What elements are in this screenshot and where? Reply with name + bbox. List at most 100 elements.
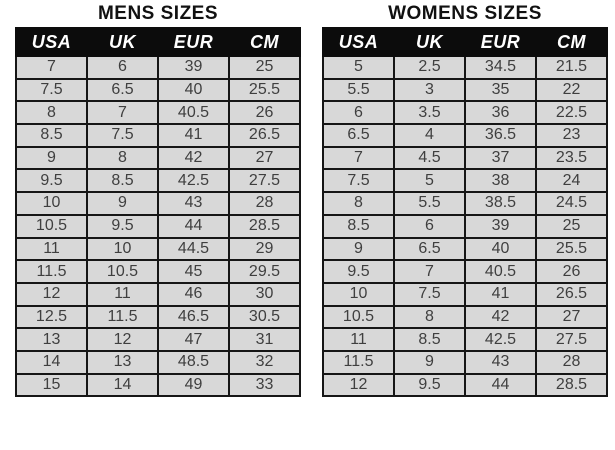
size-cell: 6 [86, 55, 159, 80]
size-cell: 4 [393, 123, 466, 148]
mens-size-table: USA UK EUR CM 7 6 39 25 7.5 6.5 40 25.5 8 7 40.5 26… [15, 27, 301, 398]
size-row: 10 9 43 28 [15, 191, 301, 216]
size-cell: 8 [86, 145, 159, 171]
size-cell: 36 [464, 100, 537, 126]
size-cell: 23 [535, 123, 608, 148]
size-cell: 26 [228, 100, 301, 126]
size-cell: 9.5 [393, 372, 466, 398]
size-cell: 30.5 [228, 304, 301, 330]
size-row: 11 10 44.5 29 [15, 236, 301, 262]
size-cell: 2.5 [393, 55, 466, 80]
size-row: 9 8 42 27 [15, 145, 301, 171]
size-cell: 29.5 [228, 259, 301, 284]
womens-table-body: 5 2.5 34.5 21.5 5.5 3 35 22 6 3.5 36 22.5 6.5 4 36.5 23… [322, 55, 608, 398]
size-cell: 25 [535, 213, 608, 239]
size-cell: 10 [322, 281, 395, 307]
size-row: 8 7 40.5 26 [15, 100, 301, 126]
column-header-uk: UK [86, 27, 159, 57]
size-cell: 7.5 [86, 123, 159, 148]
size-cell: 13 [15, 327, 88, 352]
size-cell: 5.5 [393, 191, 466, 216]
size-cell: 6.5 [393, 236, 466, 262]
mens-table-body: 7 6 39 25 7.5 6.5 40 25.5 8 7 40.5 26 8.5 7.5 41 26.5 9 8… [15, 55, 301, 398]
size-cell: 46 [157, 281, 230, 307]
size-cell: 43 [157, 191, 230, 216]
size-row: 7.5 6.5 40 25.5 [15, 77, 301, 103]
size-row: 7 4.5 37 23.5 [322, 145, 608, 171]
size-cell: 5 [322, 55, 395, 80]
size-row: 5.5 3 35 22 [322, 77, 608, 103]
column-header-eur: EUR [464, 27, 537, 57]
size-cell: 11.5 [322, 349, 395, 375]
header-row: USA UK EUR CM [15, 27, 301, 57]
size-cell: 39 [464, 213, 537, 239]
size-cell: 31 [228, 327, 301, 352]
size-cell: 10 [86, 236, 159, 262]
size-cell: 14 [15, 349, 88, 375]
size-cell: 44.5 [157, 236, 230, 262]
size-cell: 40 [157, 77, 230, 103]
size-cell: 9.5 [322, 259, 395, 284]
size-row: 6 3.5 36 22.5 [322, 100, 608, 126]
size-cell: 8.5 [86, 168, 159, 194]
size-cell: 47 [157, 327, 230, 352]
size-cell: 7.5 [15, 77, 88, 103]
size-cell: 3 [393, 77, 466, 103]
size-row: 13 12 47 31 [15, 327, 301, 352]
size-cell: 8.5 [15, 123, 88, 148]
size-cell: 38 [464, 168, 537, 194]
size-cell: 25 [228, 55, 301, 80]
size-cell: 9 [322, 236, 395, 262]
size-cell: 6.5 [322, 123, 395, 148]
size-cell: 42 [157, 145, 230, 171]
size-cell: 29 [228, 236, 301, 262]
size-cell: 26 [535, 259, 608, 284]
column-header-uk: UK [393, 27, 466, 57]
size-row: 14 13 48.5 32 [15, 349, 301, 375]
size-cell: 10.5 [86, 259, 159, 284]
womens-table-title: WOMENS SIZES [388, 3, 542, 24]
mens-table-header: USA UK EUR CM [15, 27, 301, 57]
size-cell: 12 [15, 281, 88, 307]
womens-table-header: USA UK EUR CM [322, 27, 608, 57]
womens-size-table: USA UK EUR CM 5 2.5 34.5 21.5 5.5 3 35 22 6 3.5 36… [322, 27, 608, 398]
size-cell: 11 [322, 327, 395, 352]
size-cell: 22.5 [535, 100, 608, 126]
size-cell: 40.5 [157, 100, 230, 126]
size-cell: 28 [228, 191, 301, 216]
size-cell: 11 [15, 236, 88, 262]
mens-table-title: MENS SIZES [97, 3, 219, 24]
size-cell: 27 [535, 304, 608, 330]
size-cell: 15 [15, 372, 88, 398]
size-row: 8.5 6 39 25 [322, 213, 608, 239]
size-cell: 12.5 [15, 304, 88, 330]
size-row: 11.5 9 43 28 [322, 349, 608, 375]
size-cell: 9.5 [86, 213, 159, 239]
size-cell: 38.5 [464, 191, 537, 216]
size-cell: 9.5 [15, 168, 88, 194]
column-header-usa: USA [15, 27, 88, 57]
size-charts-container: MENS SIZES USA UK EUR CM 7 6 39 25 7.5 6.5 40 2… [15, 3, 608, 398]
size-cell: 44 [464, 372, 537, 398]
size-cell: 35 [464, 77, 537, 103]
size-cell: 28.5 [535, 372, 608, 398]
size-row: 8.5 7.5 41 26.5 [15, 123, 301, 148]
size-cell: 25.5 [535, 236, 608, 262]
size-cell: 10 [15, 191, 88, 216]
size-cell: 44 [157, 213, 230, 239]
size-cell: 36.5 [464, 123, 537, 148]
header-row: USA UK EUR CM [322, 27, 608, 57]
size-cell: 7 [86, 100, 159, 126]
size-cell: 42.5 [464, 327, 537, 352]
size-row: 12 9.5 44 28.5 [322, 372, 608, 398]
size-cell: 26.5 [228, 123, 301, 148]
size-row: 11.5 10.5 45 29.5 [15, 259, 301, 284]
size-cell: 27 [228, 145, 301, 171]
size-row: 10.5 8 42 27 [322, 304, 608, 330]
size-cell: 45 [157, 259, 230, 284]
size-cell: 26.5 [535, 281, 608, 307]
size-cell: 4.5 [393, 145, 466, 171]
size-row: 7.5 5 38 24 [322, 168, 608, 194]
size-cell: 33 [228, 372, 301, 398]
size-cell: 9 [393, 349, 466, 375]
